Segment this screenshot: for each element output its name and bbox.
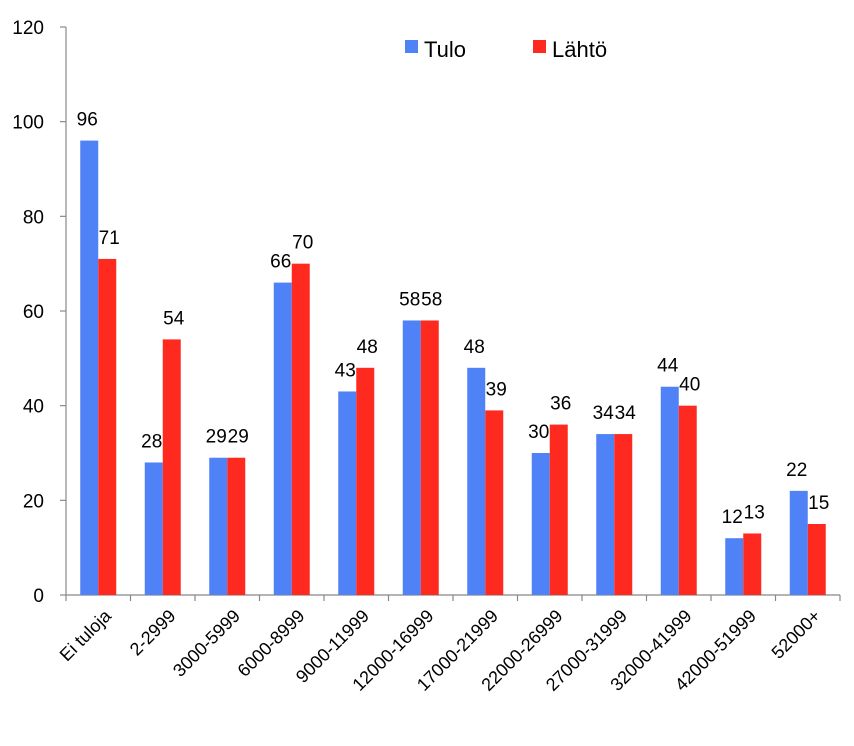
x-axis: Ei tuloja 2-29993000-59996000-89999000-11… <box>56 594 841 695</box>
y-axis: 0 20 40 60 80 100 120 <box>12 18 67 607</box>
y-tick-label: 80 <box>23 207 44 228</box>
legend-swatch-lahto <box>533 40 546 53</box>
legend-label-lahto: Lähtö <box>552 37 607 62</box>
x-tick-label: 52000+ <box>768 606 825 663</box>
bar-tulo <box>531 453 550 595</box>
bar-tulo <box>660 386 679 595</box>
data-label-tulo: 66 <box>270 252 291 273</box>
y-tick-label: 20 <box>23 491 44 512</box>
data-label-tulo: 48 <box>464 337 485 358</box>
bar-lahto <box>678 405 697 595</box>
bar-lahto <box>420 320 439 595</box>
data-label-tulo: 30 <box>528 422 549 443</box>
bar-tulo <box>209 457 228 595</box>
data-label-tulo: 12 <box>722 507 743 528</box>
data-label-tulo: 34 <box>593 403 615 424</box>
bar-lahto <box>162 339 181 595</box>
legend-swatch-tulo <box>405 40 418 53</box>
data-label-lahto: 34 <box>615 403 637 424</box>
bar-tulo <box>144 462 163 595</box>
data-label-tulo: 29 <box>206 427 227 448</box>
data-label-lahto: 29 <box>228 427 249 448</box>
bar-lahto <box>356 367 375 595</box>
bar-lahto <box>485 410 504 595</box>
bar-tulo <box>338 391 357 595</box>
bar-lahto <box>807 524 826 595</box>
data-label-tulo: 58 <box>399 289 420 310</box>
y-tick-label: 60 <box>23 302 44 323</box>
bar-tulo <box>596 434 615 595</box>
y-tick-label: 120 <box>12 18 44 39</box>
bar-tulo <box>80 140 99 595</box>
data-label-lahto: 71 <box>99 228 120 249</box>
y-tick-label: 40 <box>23 397 44 418</box>
data-label-lahto: 58 <box>421 289 442 310</box>
bar-lahto <box>227 457 246 595</box>
data-label-lahto: 40 <box>679 375 700 396</box>
x-tick-label: 3000-5999 <box>169 606 244 681</box>
legend-label-tulo: Tulo <box>424 37 466 62</box>
legend: Tulo Lähtö <box>405 37 607 62</box>
bar-lahto <box>98 258 117 595</box>
data-label-tulo: 96 <box>77 110 98 131</box>
bar-tulo <box>402 320 421 595</box>
y-tick-label: 100 <box>12 113 44 134</box>
data-label-tulo: 28 <box>141 431 162 452</box>
data-label-lahto: 36 <box>550 394 571 415</box>
data-label-lahto: 15 <box>808 493 829 514</box>
bar-tulo <box>467 367 486 595</box>
data-label-lahto: 70 <box>292 233 313 254</box>
bar-lahto <box>291 263 310 595</box>
bars <box>80 140 826 595</box>
bar-tulo <box>789 490 808 595</box>
bar-tulo <box>725 538 744 595</box>
y-tick-label: 0 <box>33 586 44 607</box>
bar-tulo <box>273 282 292 595</box>
data-label-tulo: 43 <box>335 360 356 381</box>
bar-lahto <box>743 533 762 595</box>
bar-lahto <box>614 434 633 595</box>
x-tick-label: 2-2999 <box>126 606 180 660</box>
data-label-tulo: 44 <box>657 356 679 377</box>
data-label-lahto: 54 <box>163 308 185 329</box>
x-tick-label: Ei tuloja <box>56 605 116 665</box>
data-label-lahto: 13 <box>744 502 765 523</box>
data-label-tulo: 22 <box>786 460 807 481</box>
data-label-lahto: 39 <box>486 379 507 400</box>
data-label-lahto: 48 <box>357 337 378 358</box>
bar-lahto <box>549 424 568 595</box>
